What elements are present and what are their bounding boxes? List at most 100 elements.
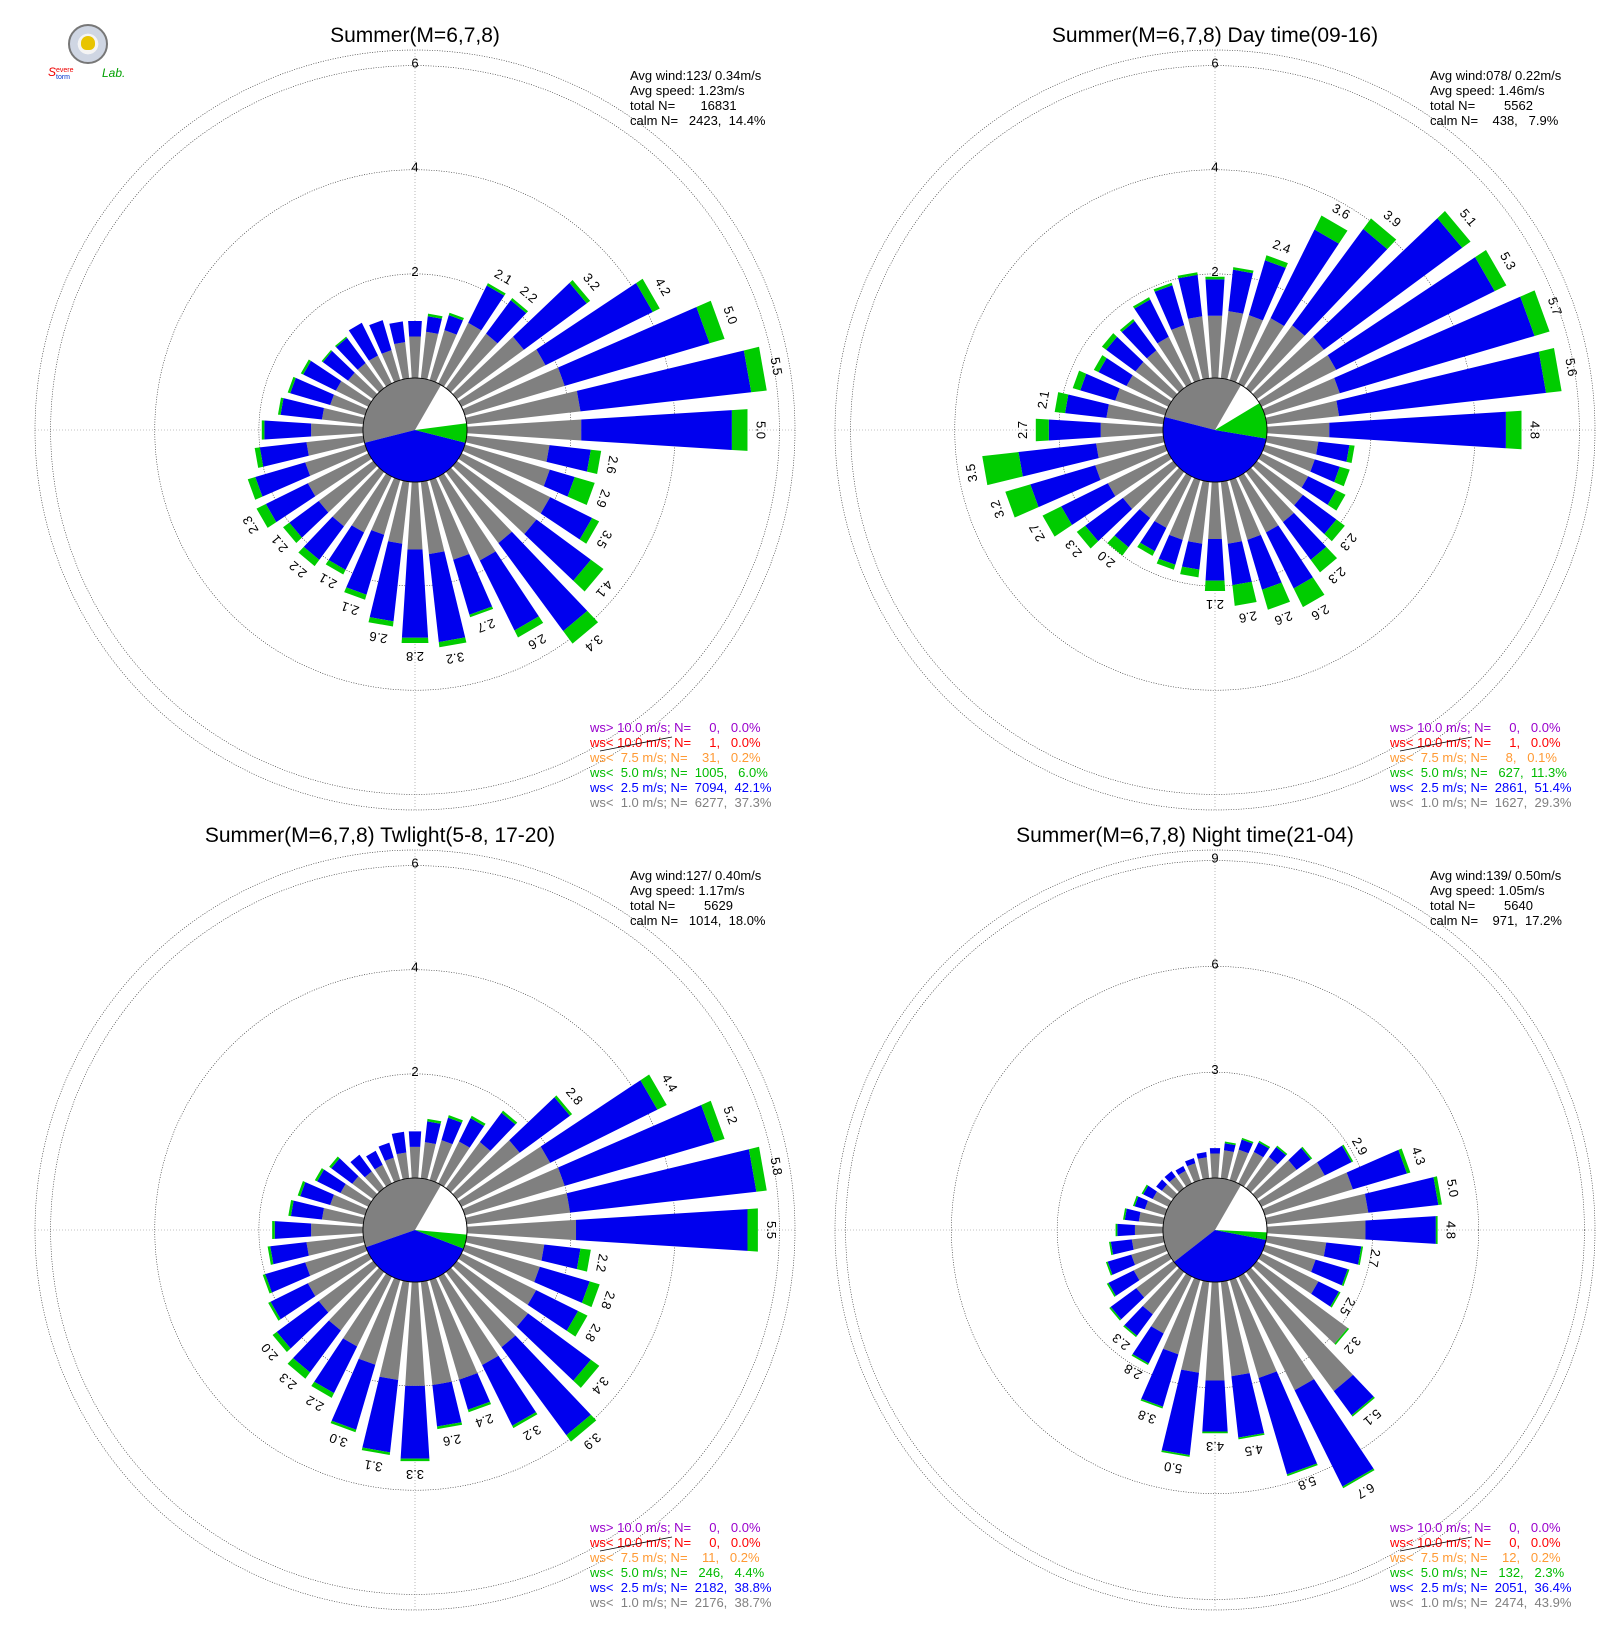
sector-value-label: 2.6 [1272, 608, 1294, 628]
sector-green-10 [1538, 347, 1562, 393]
sector-gray-200 [305, 444, 368, 476]
sector-green-50 [510, 298, 529, 314]
sector-green-320 [1324, 519, 1345, 542]
sector-blue-200 [265, 1262, 311, 1293]
sector-green-40 [1301, 1146, 1313, 1160]
svg-text:S: S [48, 65, 56, 79]
sector-gray-30 [1258, 1162, 1325, 1207]
outer-ring [34, 49, 796, 811]
sector-green-200 [247, 477, 263, 500]
sector-green-300 [514, 616, 544, 638]
sector-value-label: 4.8 [1528, 421, 1543, 439]
sector-gray-100 [394, 342, 410, 380]
sector-gray-0 [466, 1219, 577, 1241]
sector-blue-0 [576, 1209, 748, 1251]
calm-pie-slice [415, 423, 468, 443]
outer-ring [834, 849, 1596, 1611]
sector-blue-130 [350, 1154, 372, 1178]
sector-blue-60 [1270, 229, 1339, 326]
sector-value-label: 2.9 [593, 487, 613, 509]
legend-entry: ws< 7.5 m/s; N= 11, 0.2% [589, 1550, 760, 1565]
stats-line: Avg speed: 1.05m/s [1430, 883, 1545, 898]
radial-tick-label: 6 [411, 56, 418, 71]
sector-green-330 [1330, 1291, 1341, 1308]
sector-blue-310 [1282, 512, 1327, 560]
sector-value-label: 3.0 [327, 1430, 349, 1450]
sector-gray-250 [1169, 477, 1201, 540]
sector-green-150 [1093, 355, 1107, 373]
sector-green-250 [1156, 558, 1176, 570]
sector-gray-310 [1245, 467, 1294, 523]
sector-blue-260 [1181, 541, 1203, 570]
sector-value-label: 2.6 [603, 455, 621, 475]
calm-pie-slice [1163, 1177, 1241, 1263]
sector-blue-170 [280, 398, 324, 420]
sector-value-label: 3.2 [987, 498, 1007, 520]
sector-blue-190 [270, 1242, 309, 1265]
radial-tick-label: 4 [1211, 160, 1218, 175]
sector-gray-260 [1181, 1280, 1210, 1373]
sector-blue-20 [1334, 296, 1535, 394]
sector-blue-70 [444, 315, 463, 335]
sector-green-210 [1106, 1282, 1116, 1297]
sector-blue-170 [1124, 1208, 1141, 1222]
sector-green-320 [573, 559, 604, 592]
sector-value-label: 4.5 [1244, 1441, 1264, 1459]
sector-green-0 [731, 409, 748, 451]
sector-value-label: 5.0 [754, 421, 769, 439]
sector-gray-120 [1178, 1170, 1192, 1187]
sector-green-200 [1005, 484, 1039, 518]
sector-blue-340 [1311, 1259, 1348, 1286]
sector-blue-190 [1110, 1239, 1134, 1255]
sector-value-label: 4.1 [593, 577, 616, 600]
sector-gray-60 [438, 322, 482, 387]
sector-green-120 [1132, 297, 1151, 309]
sector-blue-220 [289, 501, 329, 538]
sector-blue-330 [540, 497, 593, 540]
sector-gray-270 [407, 481, 423, 550]
sector-value-label: 5.1 [1457, 206, 1480, 229]
calm-pie-slice [1215, 403, 1267, 439]
sector-blue-20 [1346, 1149, 1407, 1190]
sector-blue-210 [1061, 483, 1116, 526]
sector-green-70 [1241, 1137, 1254, 1144]
sector-blue-40 [1288, 1147, 1311, 1170]
sector-value-label: 3.9 [1381, 207, 1404, 230]
sector-gray-20 [462, 367, 565, 416]
legend-entry: ws< 2.5 m/s; N= 2051, 36.4% [1389, 1580, 1572, 1595]
sector-value-label: 5.0 [720, 304, 740, 326]
sector-green-200 [262, 1274, 272, 1294]
sector-value-label: 5.2 [720, 1104, 740, 1126]
sector-blue-30 [536, 283, 653, 366]
sector-gray-70 [429, 1140, 453, 1183]
sector-value-label: 2.8 [563, 1084, 586, 1107]
sector-green-230 [1107, 535, 1129, 556]
sector-gray-210 [1107, 453, 1172, 497]
sector-green-260 [1180, 566, 1200, 578]
sector-blue-10 [576, 350, 752, 412]
calm-circle-outline [362, 377, 468, 483]
legend-strike [1399, 1536, 1473, 1552]
sector-green-210 [1042, 506, 1072, 537]
sector-gray-100 [396, 1152, 410, 1180]
sector-gray-10 [1265, 1193, 1369, 1225]
stats-line: total N= 5640 [1430, 898, 1533, 913]
sector-gray-210 [307, 1253, 372, 1297]
sector-value-label: 2.1 [268, 532, 291, 555]
sector-blue-80 [424, 1121, 441, 1145]
sector-blue-250 [1158, 534, 1183, 565]
sector-blue-10 [1364, 1177, 1439, 1213]
sector-green-300 [1293, 577, 1325, 608]
stats-line: total N= 16831 [630, 98, 737, 113]
panel-title: Summer(M=6,7,8) [330, 24, 500, 47]
sector-blue-290 [1258, 1371, 1318, 1475]
legend-entry: ws> 10.0 m/s; N= 0, 0.0% [1389, 1520, 1561, 1535]
radial-tick-label: 2 [1211, 264, 1218, 279]
sector-blue-240 [1140, 521, 1167, 552]
legend-entry: ws< 2.5 m/s; N= 2861, 51.4% [1389, 780, 1572, 795]
radial-ring [951, 966, 1479, 1494]
sector-blue-0 [1365, 1216, 1436, 1244]
sector-gray-210 [1133, 1253, 1172, 1281]
sector-green-0 [1505, 410, 1522, 450]
sector-green-350 [576, 1248, 591, 1272]
